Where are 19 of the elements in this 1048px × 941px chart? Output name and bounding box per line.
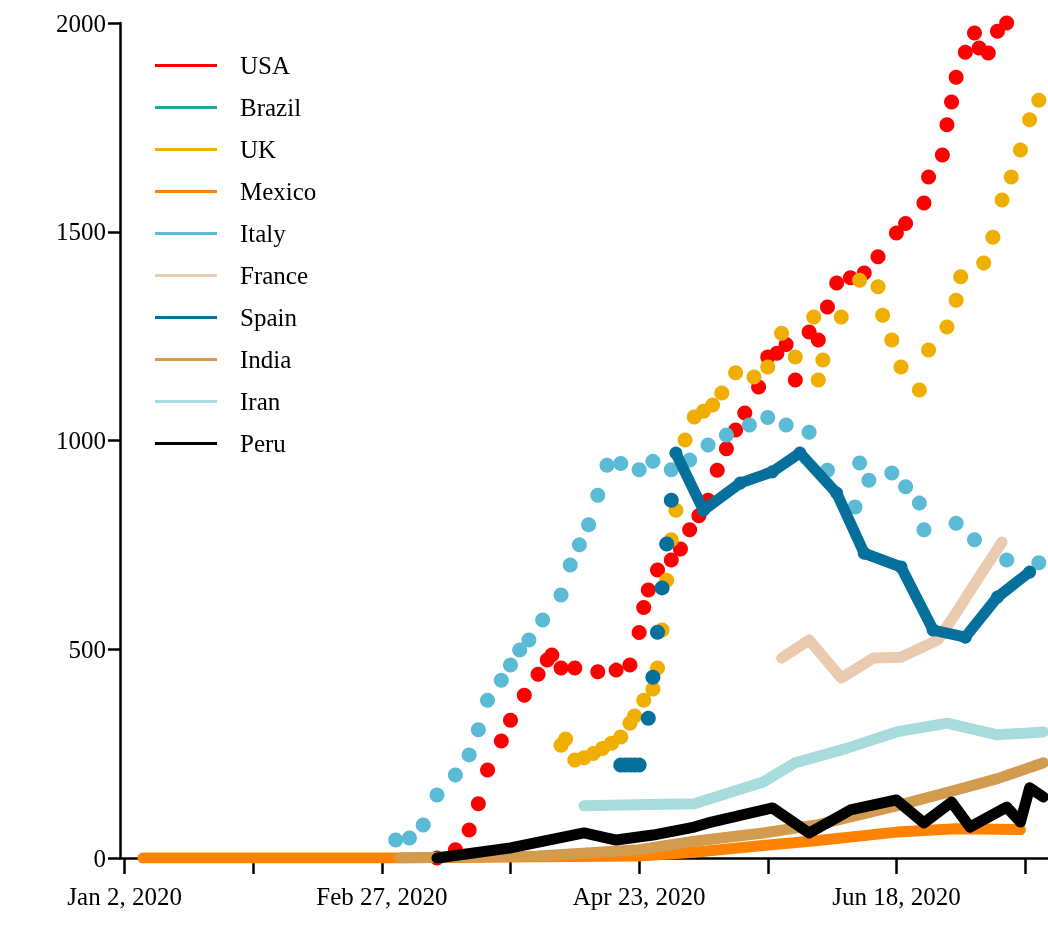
- legend-label: Mexico: [240, 178, 317, 205]
- x-tick-label: Feb 27, 2020: [316, 883, 448, 910]
- legend-label: Spain: [240, 304, 298, 331]
- y-tick-label: 0: [93, 844, 106, 872]
- y-tick-label: 1500: [56, 218, 106, 246]
- legend-label: Brazil: [240, 94, 302, 121]
- y-tick-label: 2000: [56, 9, 106, 37]
- y-tick-label: 1000: [56, 427, 106, 454]
- x-tick-label: Jan 2, 2020: [67, 883, 182, 910]
- x-tick-label: Jun 18, 2020: [832, 883, 961, 910]
- legend-label: Peru: [240, 430, 287, 457]
- legend-label: USA: [240, 52, 291, 79]
- legend-label: Italy: [240, 220, 287, 247]
- legend-label: Iran: [240, 388, 281, 415]
- y-tick-label: 500: [68, 635, 106, 663]
- legend-label: UK: [240, 136, 277, 163]
- x-tick-label: Apr 23, 2020: [572, 883, 706, 910]
- legend-label: France: [240, 262, 309, 289]
- legend-label: India: [240, 346, 292, 373]
